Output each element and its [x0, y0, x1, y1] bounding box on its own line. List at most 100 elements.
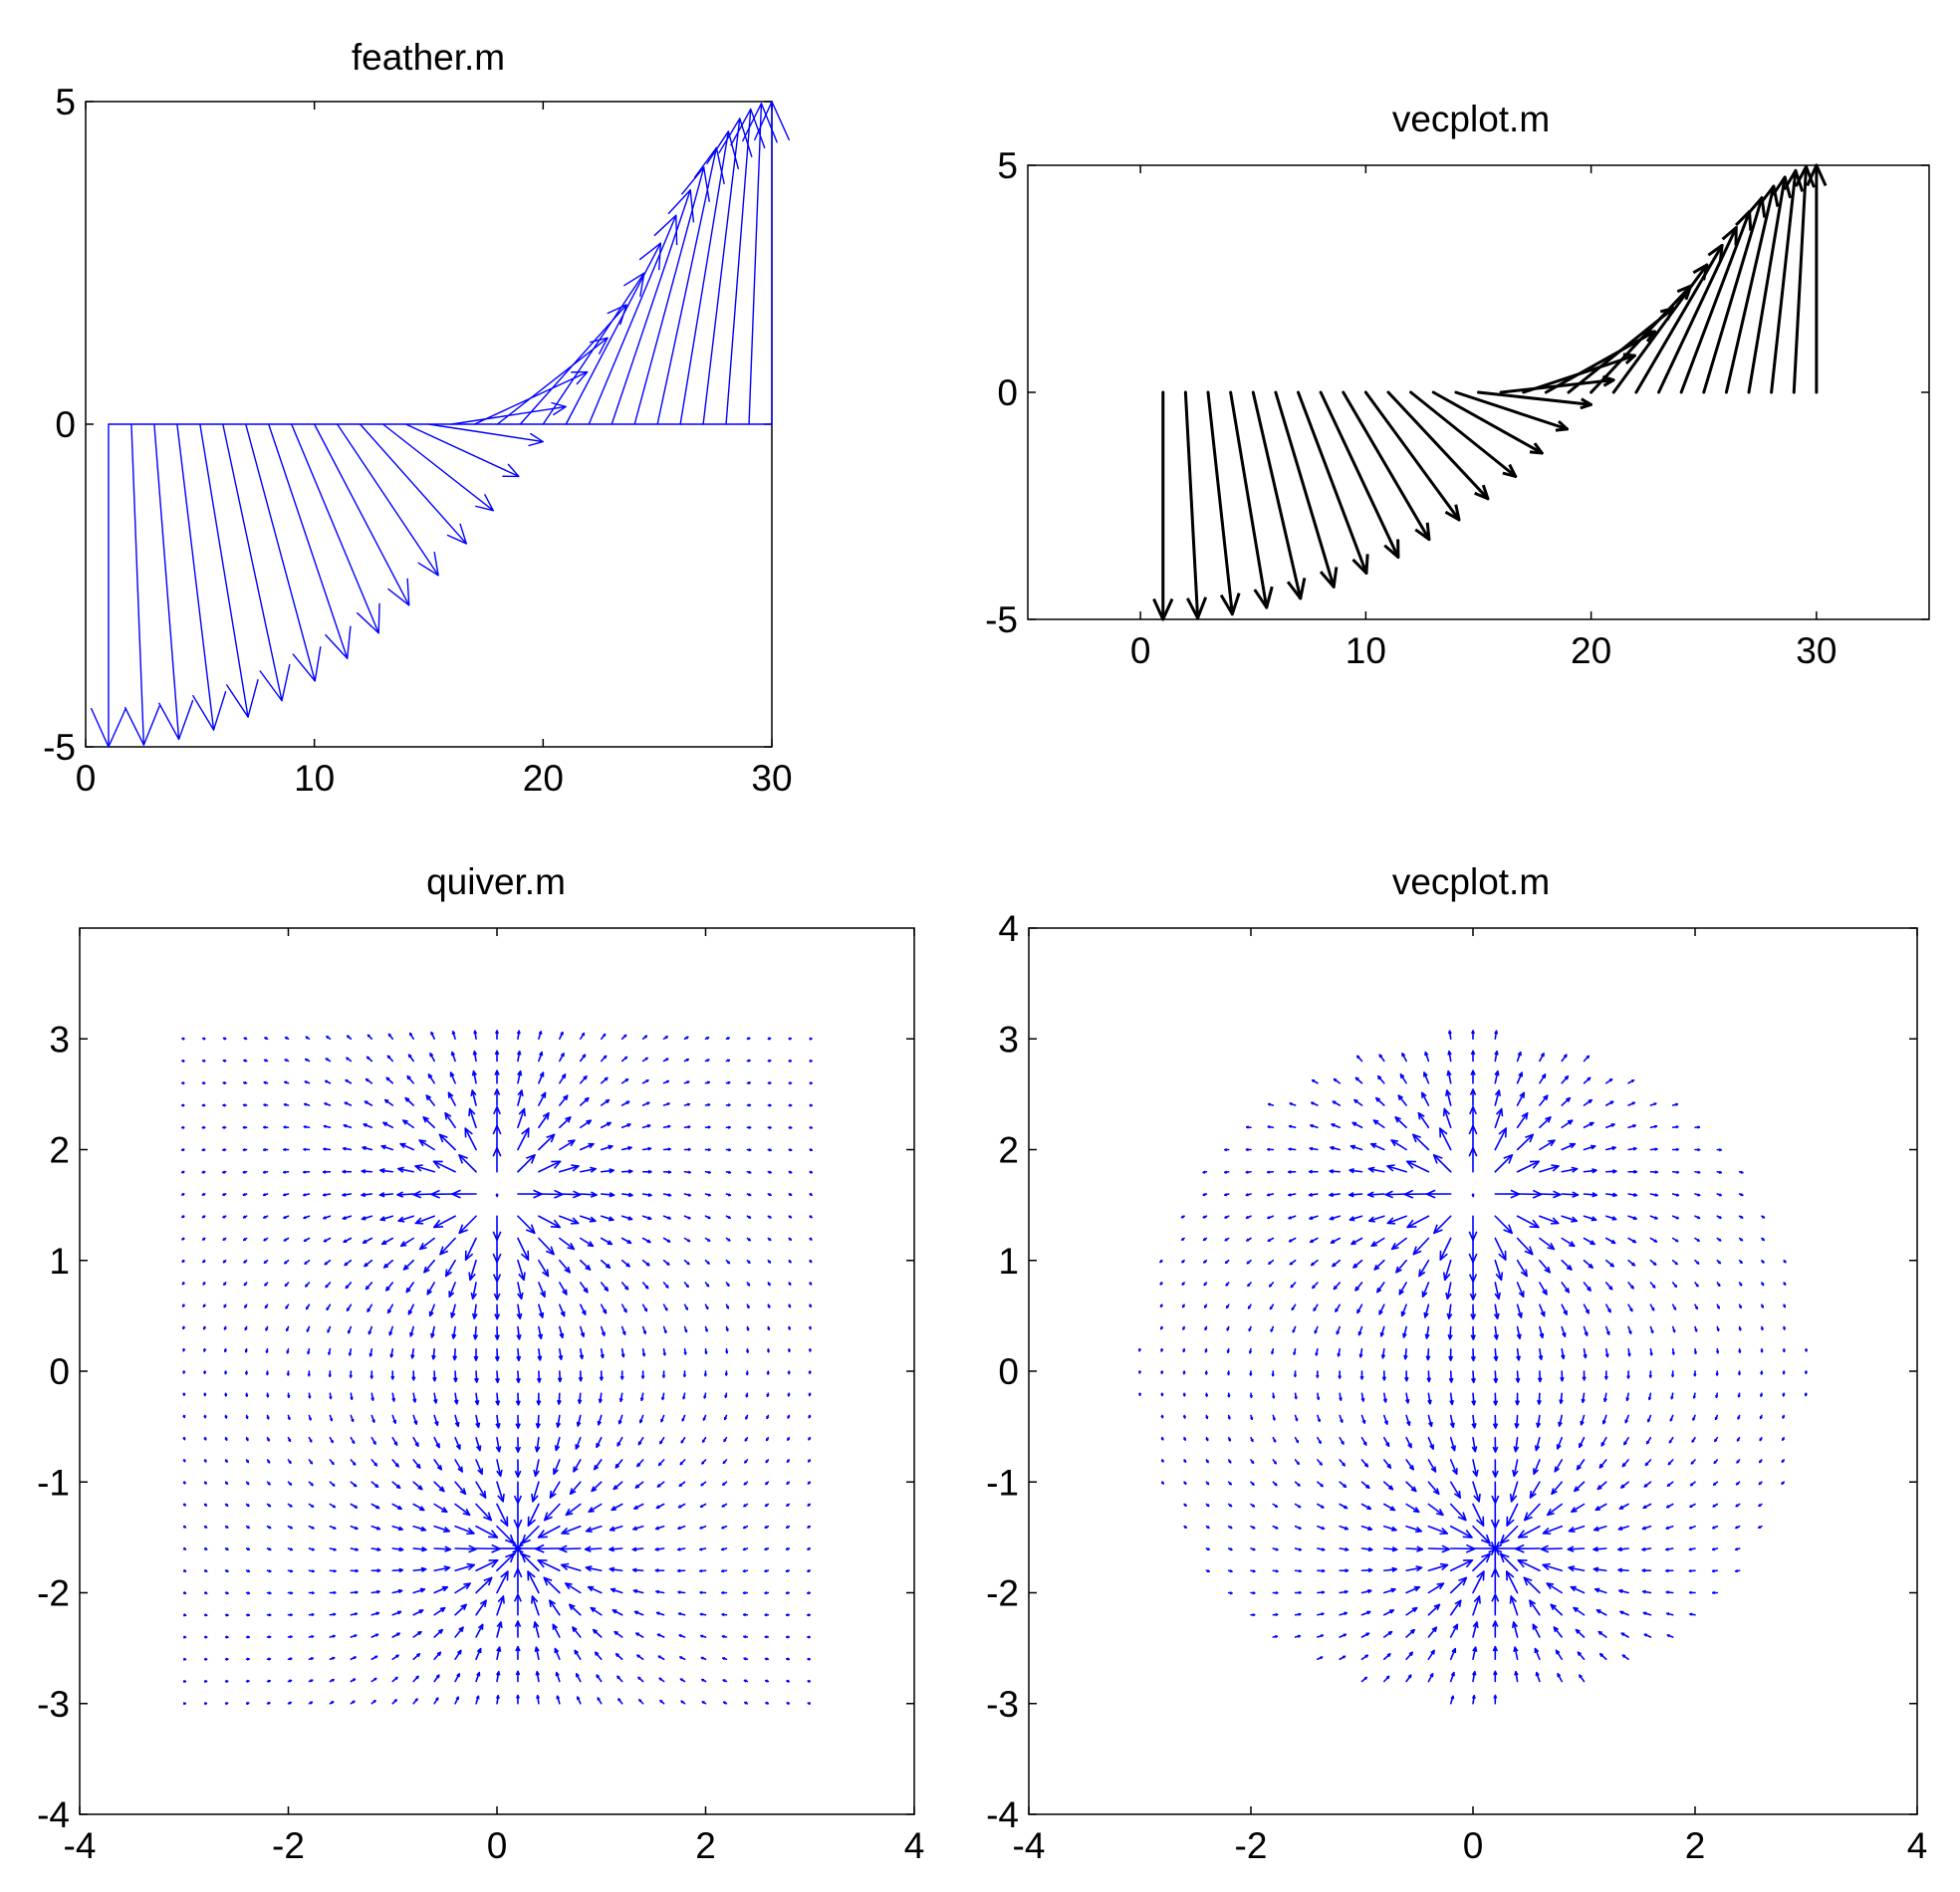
arrow-head: [1450, 1445, 1456, 1452]
arrow-head: [1271, 1350, 1275, 1355]
field-arrow: [1605, 1303, 1611, 1313]
arrow-head: [268, 1569, 272, 1573]
field-arrow: [1360, 1392, 1365, 1402]
field-arrow: [1339, 1503, 1348, 1510]
arrow-head: [474, 1399, 480, 1406]
field-arrow: [1311, 1078, 1319, 1084]
arrow-head: [622, 1308, 627, 1313]
arrow-head: [222, 1215, 226, 1219]
arrow-head: [331, 1679, 335, 1682]
field-arrow: [514, 1459, 522, 1478]
arrow-head: [789, 1192, 793, 1196]
field-arrow: [1449, 1695, 1455, 1705]
arrow-shaft: [549, 1481, 561, 1499]
arrow-head: [303, 1147, 307, 1151]
arrow-shaft: [569, 1603, 582, 1616]
field-arrow: [361, 1192, 373, 1198]
arrow-head: [1376, 1288, 1382, 1294]
field-arrow: [223, 1347, 228, 1353]
arrow-shaft: [1229, 390, 1269, 609]
field-arrow: [788, 1081, 793, 1085]
field-arrow: [591, 1481, 603, 1493]
arrow-head: [1576, 1465, 1582, 1471]
arrow-shaft: [1348, 1169, 1363, 1173]
arrow-head: [685, 1284, 689, 1289]
field-arrow: [399, 1142, 415, 1151]
field-arrow: [1383, 1675, 1390, 1683]
field-arrow: [809, 1170, 813, 1174]
arrow-shaft: [422, 1116, 435, 1129]
field-arrow: [553, 1459, 561, 1475]
arrow-head: [1598, 1463, 1604, 1469]
arrow-shaft: [538, 1325, 543, 1339]
arrow-head: [721, 1590, 725, 1595]
arrow-head: [747, 1238, 751, 1242]
arrow-head: [182, 1679, 187, 1684]
arrow-head: [283, 1102, 287, 1107]
arrow-shaft: [1539, 1165, 1560, 1173]
arrow-shaft: [475, 1414, 480, 1428]
field-arrow: [1574, 1481, 1586, 1493]
arrow-head: [224, 1393, 228, 1397]
arrow-head: [516, 1050, 522, 1056]
arrow-head: [417, 1630, 422, 1636]
arrow-head: [1628, 1330, 1632, 1334]
arrow-head: [1344, 1611, 1348, 1616]
arrow-shaft: [543, 1576, 561, 1594]
field-arrow: [412, 1609, 424, 1616]
field-arrow: [1427, 1582, 1445, 1594]
field-arrow: [181, 1237, 185, 1241]
field-arrow: [620, 1347, 625, 1358]
arrow-shaft: [454, 1503, 471, 1517]
arrow-head: [539, 1071, 545, 1077]
arrow-head: [289, 1482, 293, 1486]
arrow-shaft: [1405, 1481, 1417, 1493]
arrow-shaft: [1433, 1215, 1452, 1235]
arrow-head: [1569, 1241, 1576, 1248]
y-tick-label: 1: [49, 1241, 70, 1282]
panel-vecplot-top: vecplot.m 0 10 20 30-505: [985, 99, 1930, 671]
arrow-head: [809, 1282, 813, 1286]
field-arrow: [284, 1059, 290, 1063]
field-arrow: [766, 1414, 770, 1420]
arrow-head: [404, 1096, 410, 1102]
field-arrow: [662, 1259, 670, 1266]
arrow-head: [1610, 1239, 1616, 1245]
arrow-shaft: [464, 1237, 477, 1261]
arrow-shaft: [1386, 390, 1490, 501]
field-arrow: [329, 1459, 335, 1466]
arrow-head: [1344, 1589, 1348, 1594]
arrow-head: [1561, 1354, 1566, 1360]
arrow-head: [577, 1399, 583, 1404]
arrow-head: [1159, 1282, 1163, 1286]
arrow-head: [324, 1102, 328, 1106]
arrow-head: [1329, 1192, 1334, 1198]
arrow-head: [721, 1612, 725, 1617]
arrow-head: [225, 1546, 229, 1550]
field-arrow: [223, 1303, 227, 1308]
field-arrow: [1383, 1546, 1398, 1552]
field-arrow: [1183, 1503, 1187, 1507]
arrow-head: [1202, 1192, 1206, 1197]
arrow-head: [1517, 1559, 1528, 1568]
field-arrow: [1592, 1566, 1607, 1572]
arrow-head: [1648, 1374, 1652, 1378]
field-arrow: [1449, 1436, 1456, 1452]
arrow-head: [1295, 1418, 1299, 1422]
field-arrow: [1294, 1547, 1302, 1551]
field-arrow: [538, 1259, 550, 1278]
field-arrow: [1605, 1282, 1613, 1291]
field-arrow: [1227, 1525, 1233, 1530]
arrow-head: [617, 1698, 621, 1702]
field-arrow: [699, 1568, 707, 1573]
arrow-head: [1160, 1348, 1164, 1352]
arrow-head: [1249, 1372, 1253, 1376]
field-arrow: [397, 1215, 415, 1223]
field-arrow: [1493, 1303, 1500, 1319]
arrow-head: [1321, 1568, 1326, 1573]
y-tick-label: 0: [998, 1351, 1019, 1392]
field-arrow: [304, 1102, 311, 1106]
arrow-head: [224, 1459, 228, 1463]
arrow-head: [641, 1352, 646, 1357]
